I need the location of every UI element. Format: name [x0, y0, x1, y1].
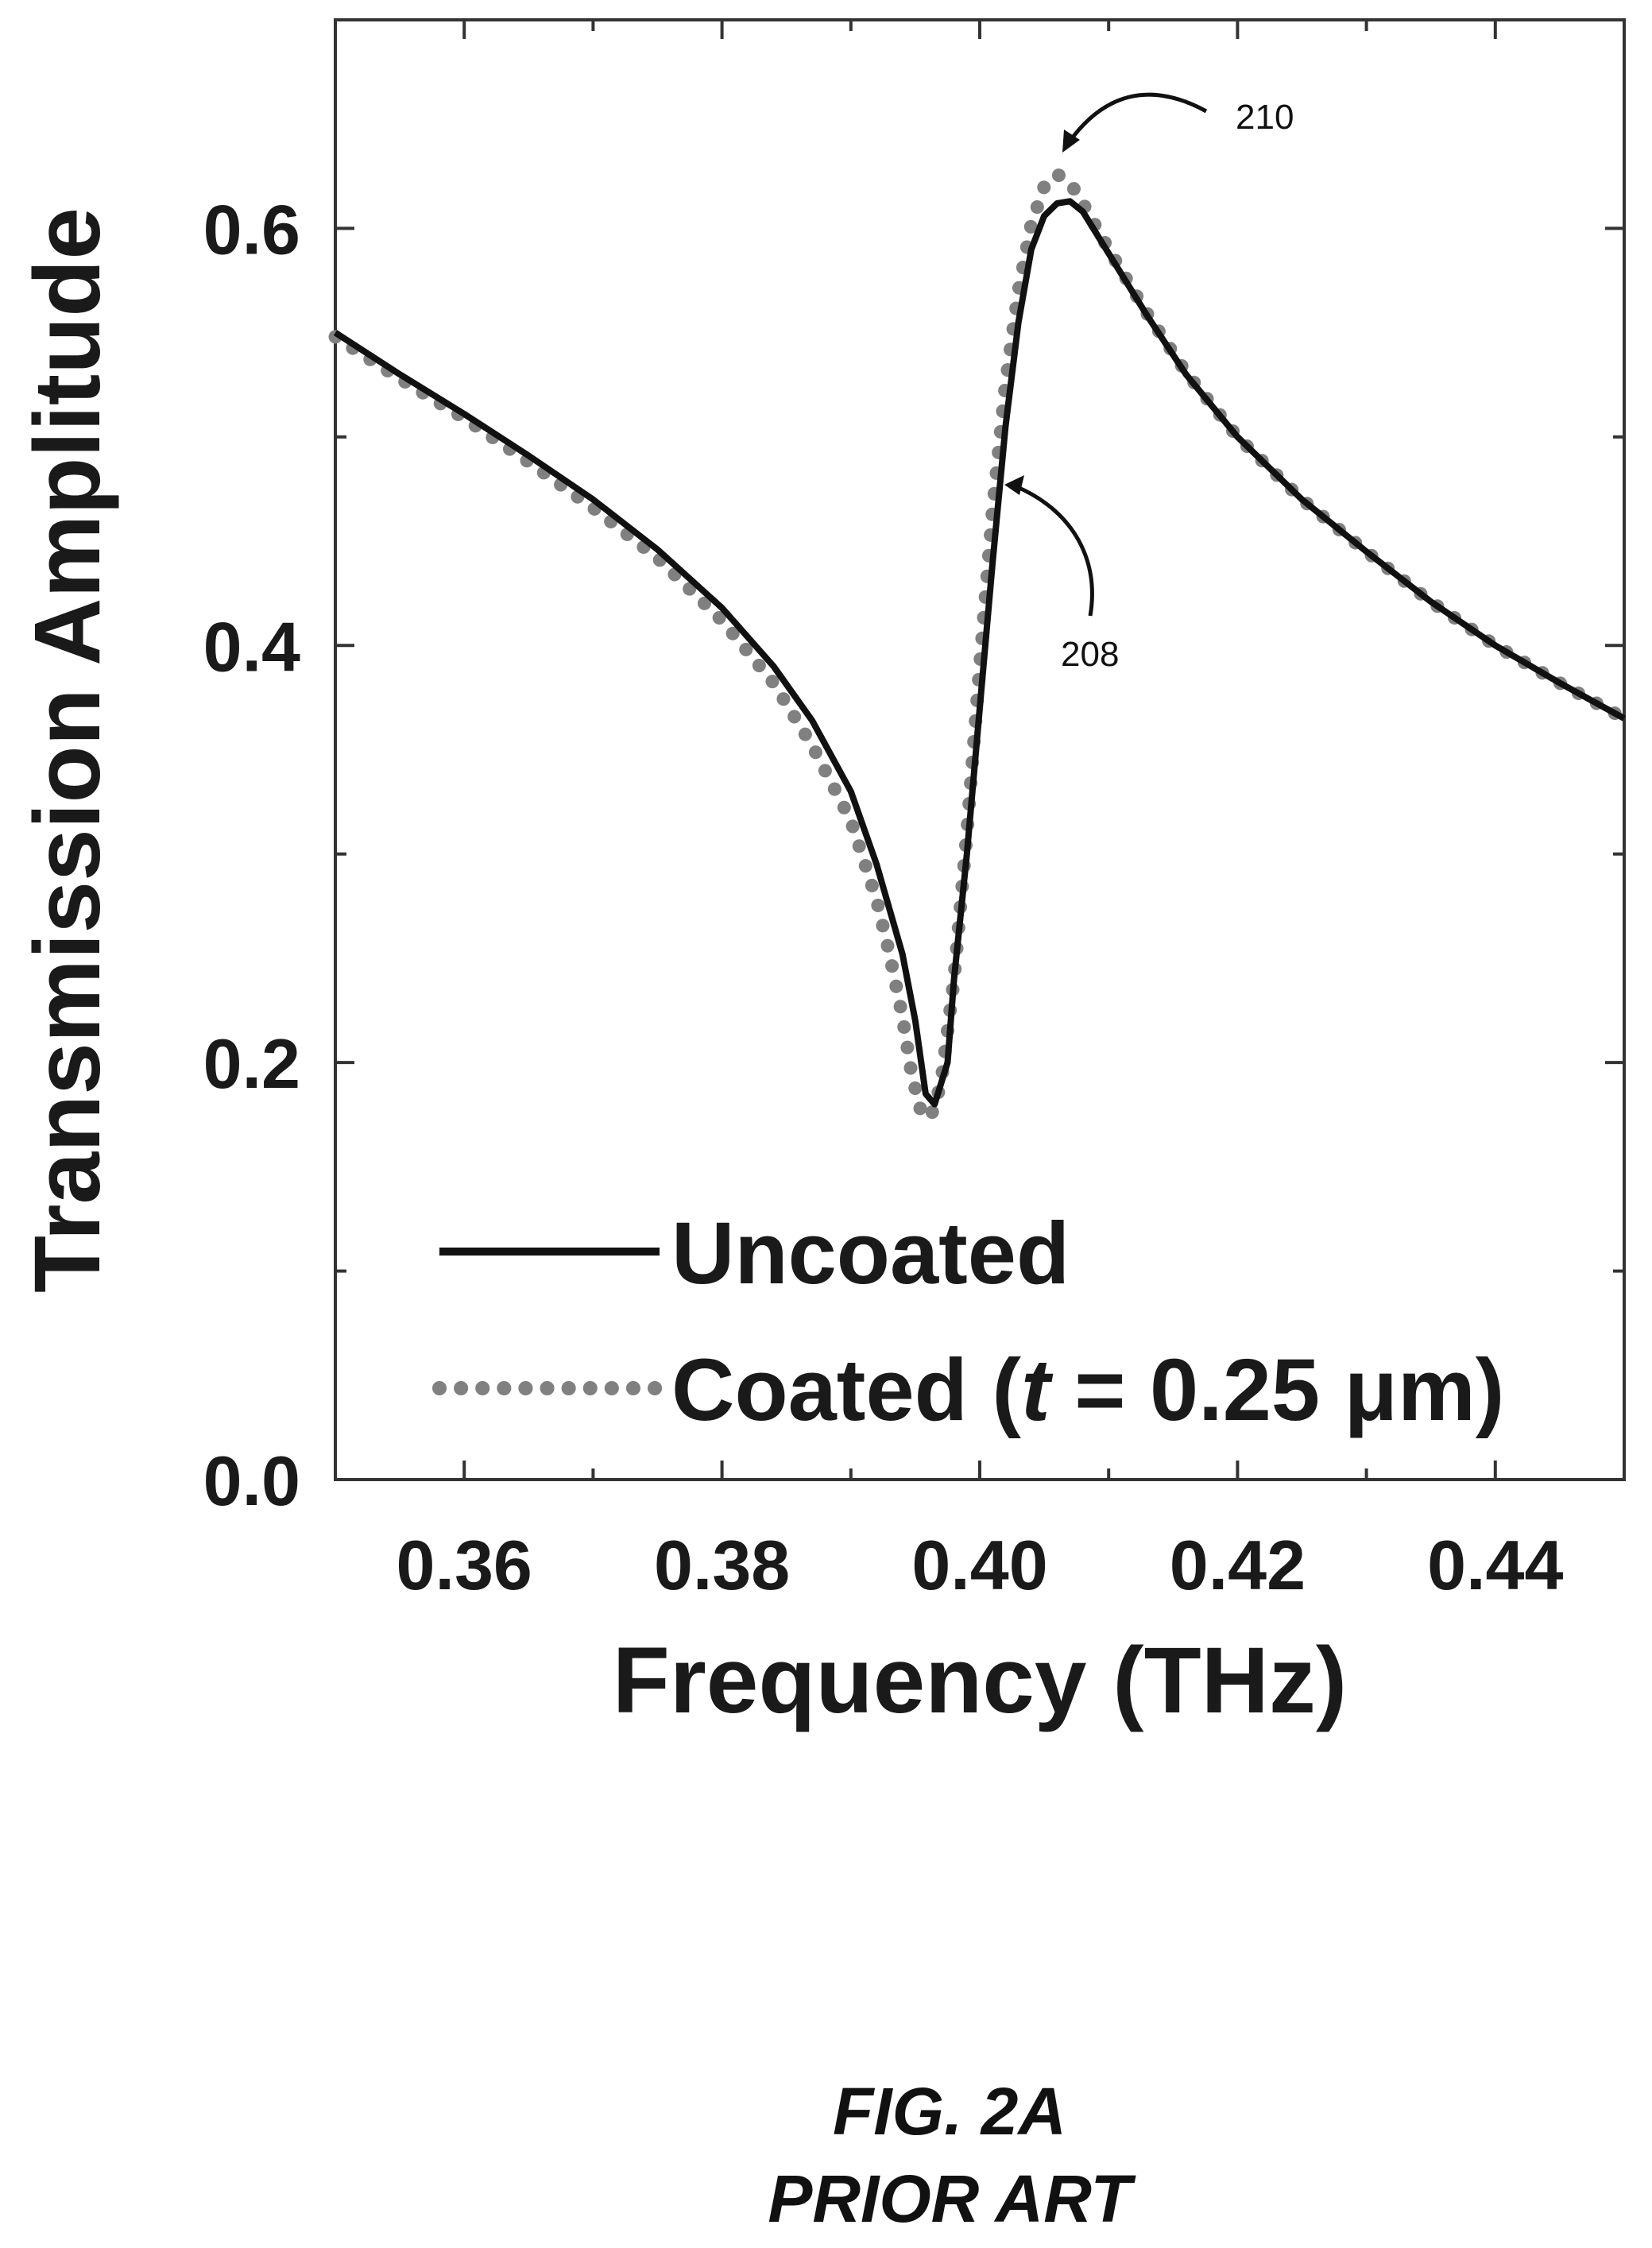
- series-layer: [328, 167, 1631, 1124]
- x-tick-label: 0.42: [1170, 1526, 1306, 1604]
- legend-coated-italic: t: [1021, 1341, 1054, 1439]
- y-tick-label: 0.0: [203, 1441, 300, 1520]
- annotation-210-arrowhead: [1062, 130, 1080, 153]
- legend-coated-prefix: Coated (: [671, 1341, 1021, 1439]
- x-tick-label: 0.44: [1427, 1526, 1563, 1604]
- annotation-210-arrow: [1067, 92, 1208, 143]
- annotation-208: 208: [1004, 475, 1119, 674]
- y-tick-labels: 0.0 0.2 0.4 0.6: [203, 190, 300, 1520]
- y-tick-label: 0.2: [203, 1024, 300, 1103]
- annotation-208-arrow: [1015, 484, 1094, 617]
- annotation-208-arrowhead: [1004, 475, 1024, 495]
- legend-coated-label: Coated (t = 0.25 μm): [671, 1341, 1504, 1439]
- legend-coated-suffix: = 0.25 μm): [1050, 1341, 1505, 1439]
- series-line-uncoated: [333, 198, 1626, 1108]
- annotation-208-label: 208: [1061, 635, 1119, 674]
- x-axis-label: Frequency (THz): [613, 1628, 1347, 1733]
- tick-marks: [334, 20, 1626, 1481]
- plot-area: 0.36 0.38 0.40 0.42 0.44 0.0 0.2 0.4 0.6: [203, 18, 1631, 1604]
- x-tick-label: 0.36: [397, 1526, 532, 1604]
- x-tick-label: 0.38: [654, 1526, 790, 1604]
- figure-caption: FIG. 2A: [833, 2074, 1066, 2149]
- y-axis-label: Transmission Amplitude: [15, 207, 120, 1293]
- annotation-210: 210: [1062, 92, 1294, 153]
- x-tick-labels: 0.36 0.38 0.40 0.42 0.44: [397, 1526, 1564, 1604]
- x-tick-label: 0.40: [911, 1526, 1047, 1604]
- legend: Uncoated Coated (t = 0.25 μm): [432, 1205, 1504, 1439]
- y-tick-label: 0.4: [203, 607, 300, 686]
- legend-uncoated-label: Uncoated: [671, 1205, 1070, 1302]
- prior-art-caption: PRIOR ART: [768, 2161, 1136, 2236]
- series-line-coated: [328, 167, 1631, 1124]
- y-tick-label: 0.6: [203, 190, 300, 269]
- annotation-210-label: 210: [1236, 98, 1294, 137]
